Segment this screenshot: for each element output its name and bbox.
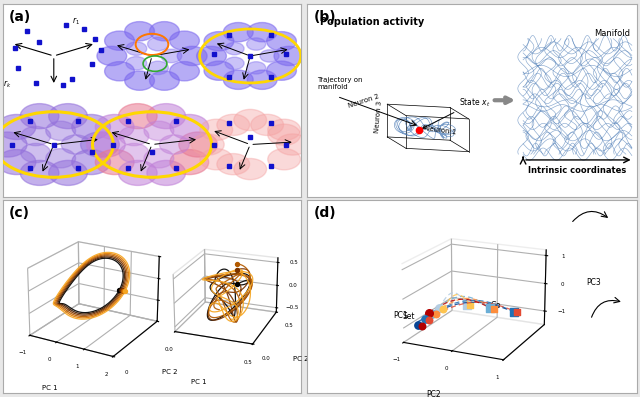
- Circle shape: [148, 61, 168, 75]
- Text: Intrinsic coordinates: Intrinsic coordinates: [529, 166, 627, 175]
- Circle shape: [170, 114, 209, 139]
- Circle shape: [49, 160, 88, 185]
- Circle shape: [267, 61, 296, 80]
- Y-axis label: PC 2: PC 2: [162, 369, 178, 376]
- Circle shape: [95, 150, 134, 175]
- Circle shape: [161, 49, 182, 63]
- Circle shape: [217, 114, 250, 135]
- Circle shape: [223, 23, 253, 42]
- Circle shape: [72, 150, 111, 175]
- Circle shape: [150, 71, 179, 90]
- Circle shape: [217, 154, 250, 175]
- Circle shape: [72, 114, 111, 139]
- Text: Neuron 1: Neuron 1: [424, 125, 457, 136]
- Circle shape: [126, 42, 147, 55]
- Text: Trajectory on
manifold: Trajectory on manifold: [317, 77, 363, 90]
- Circle shape: [246, 38, 266, 50]
- Circle shape: [118, 104, 157, 129]
- Circle shape: [247, 23, 277, 42]
- X-axis label: PC2: PC2: [426, 390, 441, 397]
- Text: $r_1$: $r_1$: [72, 15, 79, 27]
- Circle shape: [119, 143, 149, 163]
- Circle shape: [119, 126, 149, 146]
- Circle shape: [225, 42, 244, 55]
- Circle shape: [97, 46, 127, 66]
- Circle shape: [274, 46, 304, 66]
- Text: Neuron 2: Neuron 2: [348, 93, 380, 109]
- Circle shape: [125, 21, 154, 41]
- Circle shape: [49, 104, 88, 129]
- Text: (d): (d): [314, 206, 337, 220]
- Circle shape: [170, 62, 200, 81]
- X-axis label: PC 1: PC 1: [191, 379, 207, 385]
- Circle shape: [20, 160, 59, 185]
- Circle shape: [204, 61, 234, 80]
- Circle shape: [159, 135, 189, 154]
- Text: (a): (a): [9, 10, 31, 24]
- Text: Neuron 3: Neuron 3: [374, 100, 383, 133]
- Circle shape: [177, 46, 207, 66]
- Text: Manifold: Manifold: [594, 29, 630, 38]
- Circle shape: [21, 126, 51, 146]
- Circle shape: [126, 57, 147, 70]
- Circle shape: [86, 132, 125, 157]
- Circle shape: [144, 121, 174, 141]
- Circle shape: [247, 70, 277, 89]
- Circle shape: [144, 148, 174, 168]
- Circle shape: [20, 104, 59, 129]
- Circle shape: [46, 148, 76, 168]
- Circle shape: [81, 132, 119, 157]
- Circle shape: [234, 110, 267, 131]
- Circle shape: [0, 132, 27, 157]
- Text: State $x_t$: State $x_t$: [422, 96, 490, 128]
- Circle shape: [170, 31, 200, 50]
- Circle shape: [118, 160, 157, 185]
- Text: Population activity: Population activity: [321, 17, 424, 27]
- Circle shape: [276, 134, 309, 155]
- Circle shape: [125, 71, 154, 90]
- Circle shape: [223, 70, 253, 89]
- Circle shape: [179, 132, 218, 157]
- Y-axis label: PC 2: PC 2: [293, 355, 308, 362]
- Circle shape: [196, 46, 227, 66]
- Circle shape: [46, 121, 76, 141]
- Circle shape: [147, 160, 186, 185]
- Circle shape: [268, 124, 301, 145]
- Text: PC1: PC1: [394, 311, 408, 320]
- Circle shape: [268, 148, 301, 170]
- Circle shape: [150, 21, 179, 41]
- Circle shape: [191, 134, 224, 155]
- Circle shape: [104, 62, 134, 81]
- Circle shape: [95, 114, 134, 139]
- Circle shape: [61, 135, 91, 154]
- Text: (b): (b): [314, 10, 337, 24]
- Circle shape: [147, 104, 186, 129]
- Circle shape: [204, 32, 234, 51]
- Circle shape: [251, 114, 284, 135]
- Circle shape: [225, 57, 244, 69]
- Circle shape: [268, 119, 301, 141]
- Circle shape: [234, 158, 267, 180]
- Circle shape: [0, 114, 36, 139]
- Circle shape: [0, 150, 36, 175]
- Circle shape: [200, 119, 233, 141]
- Circle shape: [170, 150, 209, 175]
- Circle shape: [21, 143, 51, 163]
- Circle shape: [267, 32, 296, 51]
- Text: (c): (c): [9, 206, 30, 220]
- Text: $r_k$: $r_k$: [3, 79, 12, 90]
- X-axis label: PC 1: PC 1: [42, 385, 58, 391]
- Circle shape: [104, 31, 134, 50]
- Circle shape: [246, 62, 266, 74]
- Circle shape: [148, 37, 168, 51]
- Text: Neuron 3: Neuron 3: [307, 84, 313, 116]
- Circle shape: [200, 148, 233, 170]
- Circle shape: [260, 50, 279, 62]
